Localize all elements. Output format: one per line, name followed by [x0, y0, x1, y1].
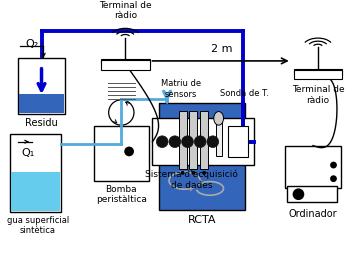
- Text: Ordinador: Ordinador: [289, 209, 337, 219]
- Bar: [200, 111, 208, 169]
- Circle shape: [109, 100, 134, 125]
- Bar: [153, 118, 254, 165]
- Bar: [179, 111, 186, 169]
- Circle shape: [330, 162, 337, 168]
- Ellipse shape: [194, 136, 206, 148]
- Bar: [294, 70, 342, 79]
- Circle shape: [191, 171, 195, 175]
- Ellipse shape: [169, 136, 181, 148]
- Text: Sonda de T.: Sonda de T.: [219, 89, 268, 97]
- Ellipse shape: [207, 136, 219, 148]
- Circle shape: [330, 175, 337, 182]
- Ellipse shape: [214, 112, 223, 125]
- Bar: [294, 69, 342, 74]
- Text: gua superficial
sintètica: gua superficial sintètica: [7, 216, 69, 235]
- Circle shape: [202, 171, 206, 175]
- Ellipse shape: [182, 136, 193, 148]
- Bar: [216, 115, 222, 156]
- Bar: [11, 172, 60, 211]
- Bar: [19, 94, 64, 113]
- Text: Terminal de
ràdio: Terminal de ràdio: [99, 1, 151, 20]
- Text: Bomba
peristàltica: Bomba peristàltica: [96, 185, 147, 204]
- Bar: [101, 60, 150, 70]
- Bar: [159, 103, 245, 210]
- Bar: [18, 58, 65, 115]
- Text: Terminal de
ràdio: Terminal de ràdio: [292, 85, 344, 105]
- Text: 2 m: 2 m: [211, 44, 232, 54]
- Bar: [287, 187, 337, 202]
- Bar: [94, 126, 149, 181]
- Text: Q₁: Q₁: [21, 148, 35, 158]
- Bar: [159, 103, 245, 210]
- Bar: [189, 111, 197, 169]
- Text: Q₂: Q₂: [25, 39, 39, 49]
- Circle shape: [293, 189, 304, 200]
- Text: Residu: Residu: [25, 118, 58, 128]
- Text: Sistema d’acquisició
de dades: Sistema d’acquisició de dades: [145, 170, 238, 190]
- Bar: [285, 145, 341, 189]
- Circle shape: [124, 147, 134, 156]
- Text: RCTA: RCTA: [188, 214, 216, 225]
- Text: Matriu de
sensors: Matriu de sensors: [161, 79, 201, 99]
- Bar: [11, 134, 61, 212]
- Circle shape: [181, 171, 185, 175]
- Bar: [228, 126, 248, 157]
- Ellipse shape: [157, 136, 168, 148]
- Bar: [101, 59, 150, 64]
